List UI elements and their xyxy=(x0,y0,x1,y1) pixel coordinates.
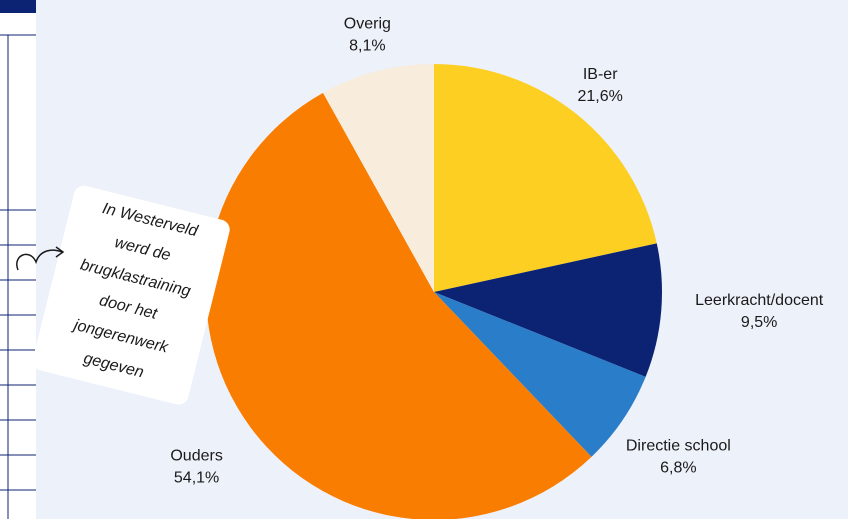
side-table xyxy=(0,34,36,519)
slice-value-label: 9,5% xyxy=(741,314,777,331)
slice-value-label: 6,8% xyxy=(660,460,696,477)
side-header xyxy=(0,0,36,13)
annotation-arrowhead xyxy=(55,246,65,258)
pie-slice xyxy=(206,92,592,520)
pie-slice xyxy=(323,64,434,292)
pie xyxy=(206,64,662,520)
slice-value-label: 8,1% xyxy=(349,38,385,55)
slice-value-label: 54,1% xyxy=(174,469,219,486)
annotation-bg xyxy=(32,185,230,405)
slice-label: Leerkracht/docent xyxy=(695,292,824,309)
slice-label: Directie school xyxy=(626,438,731,455)
slice-label: Ouders xyxy=(170,447,222,464)
pie-slice xyxy=(434,243,662,377)
pie-slice xyxy=(434,292,646,457)
pie-slice xyxy=(434,64,657,292)
annotation-arrow xyxy=(16,249,63,271)
slice-label: Overig xyxy=(344,16,391,33)
slice-value-label: 21,6% xyxy=(578,88,623,105)
slice-label: IB-er xyxy=(583,66,618,83)
